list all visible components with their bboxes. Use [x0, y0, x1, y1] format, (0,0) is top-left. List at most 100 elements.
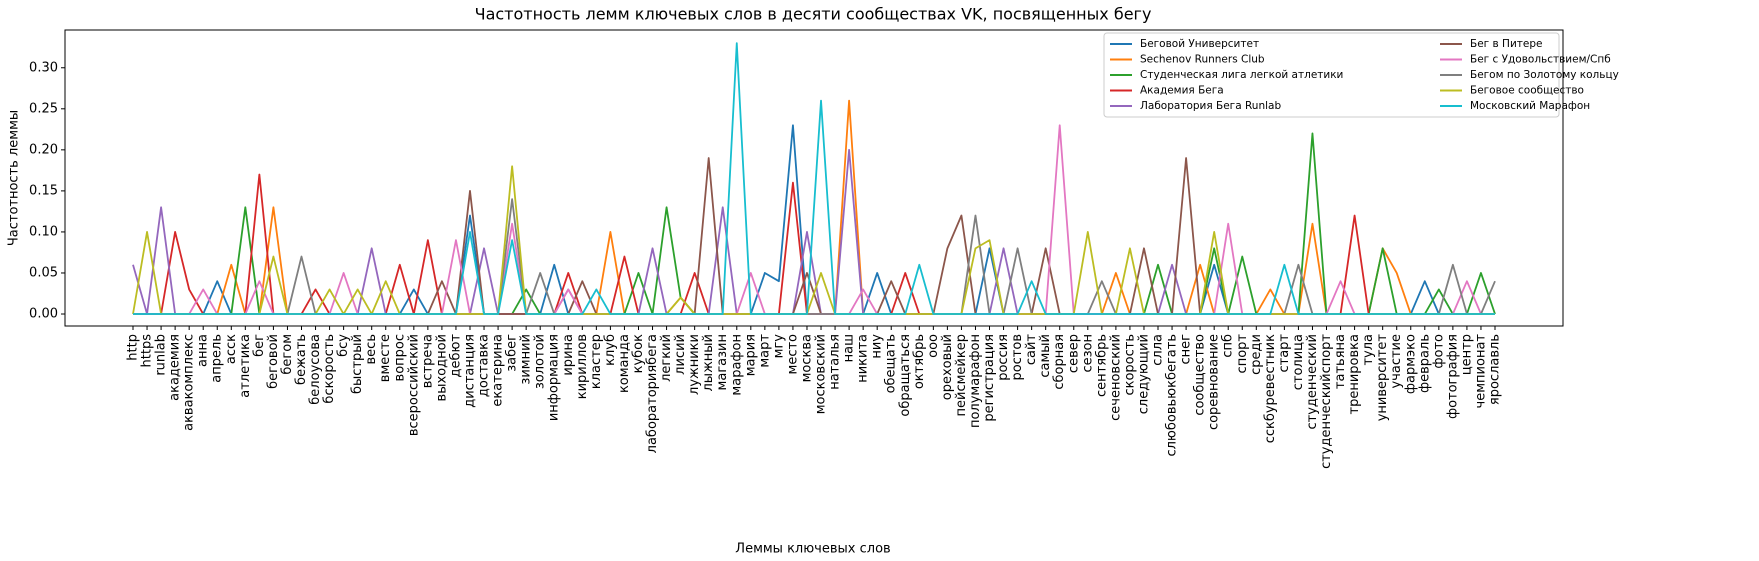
x-tick-label: слюбовьюкбегать — [1165, 334, 1180, 457]
x-tick-label: бежать — [294, 334, 309, 385]
x-tick-label: наталья — [828, 334, 843, 390]
x-tick-label: забег — [505, 334, 520, 372]
x-tick-label: команда — [617, 334, 632, 393]
x-tick-label: дебют — [448, 334, 463, 378]
y-tick-label: 0.30 — [29, 60, 58, 75]
y-tick-label: 0.25 — [29, 101, 58, 116]
x-tick-label: чемпионат — [1473, 334, 1488, 409]
x-tick-label: пейсмейкер — [954, 334, 969, 416]
x-tick-label: асск — [224, 334, 239, 364]
legend-label: Беговой Университет — [1140, 38, 1259, 50]
x-tick-label: доставка — [477, 334, 492, 397]
x-tick-label: дистанция — [462, 334, 477, 408]
x-tick-label: бегом — [280, 334, 295, 375]
x-tick-label: академия — [168, 334, 183, 401]
legend-label: Sechenov Runners Club — [1140, 54, 1265, 66]
x-tick-label: лыжный — [701, 334, 716, 392]
x-tick-label: никита — [856, 334, 871, 383]
x-tick-label: https — [140, 334, 155, 368]
x-tick-label: россия — [996, 334, 1011, 381]
y-tick-label: 0.10 — [29, 224, 58, 239]
x-tick-label: вместе — [378, 334, 393, 382]
x-tick-label: встреча — [420, 334, 435, 388]
x-tick-label: всероссийский — [406, 334, 421, 436]
y-axis-label: Частотность леммы — [7, 110, 22, 246]
x-tick-label: участие — [1389, 334, 1404, 389]
x-tick-label: спб — [1221, 334, 1236, 358]
plot-frame — [64, 29, 1564, 327]
x-tick-label: сборная — [1052, 334, 1067, 390]
x-tick-label: аквакомплекс — [182, 334, 197, 431]
x-tick-label: беговой — [266, 334, 281, 389]
x-tick-label: место — [785, 334, 800, 375]
x-tick-label: среди — [1249, 334, 1264, 375]
x-tick-label: кириллов — [575, 334, 590, 399]
x-tick-label: екатерина — [491, 334, 506, 407]
x-tick-label: марафон — [729, 334, 744, 396]
x-tick-label: сеченовский — [1108, 334, 1123, 421]
x-tick-label: сентябрь — [1094, 334, 1109, 397]
legend-box — [1103, 32, 1560, 118]
legend-label: Бег с Удовольствием/Спб — [1470, 54, 1611, 66]
x-tick-label: регистрация — [982, 334, 997, 422]
x-tick-label: фото — [1431, 334, 1446, 369]
x-tick-label: полумарафон — [968, 334, 983, 428]
x-tick-label: выходной — [434, 334, 449, 401]
x-tick-label: обещать — [884, 334, 899, 393]
x-tick-label: апрель — [210, 334, 225, 383]
x-tick-label: наш — [842, 334, 857, 362]
x-tick-label: ярославль — [1488, 334, 1503, 405]
x-tick-label: север — [1066, 334, 1081, 373]
x-tick-label: центр — [1459, 334, 1474, 375]
x-tick-label: обращаться — [898, 334, 913, 417]
x-tick-label: февраль — [1417, 334, 1432, 393]
x-tick-label: лужники — [687, 334, 702, 395]
x-tick-label: студенческий — [1305, 334, 1320, 429]
x-tick-label: белоусова — [308, 334, 323, 405]
x-tick-label: магазин — [715, 334, 730, 390]
x-tick-label: ореховый — [940, 334, 955, 400]
x-tick-label: атлетика — [238, 334, 253, 398]
x-tick-label: март — [757, 334, 772, 368]
x-tick-label: весь — [364, 334, 379, 364]
x-tick-label: кластер — [589, 334, 604, 389]
legend-label: Лаборатория Бега Runlab — [1140, 100, 1281, 112]
x-tick-label: анна — [196, 334, 211, 367]
legend-label: Московский Марафон — [1470, 100, 1590, 112]
legend-label: Беговое сообщество — [1470, 85, 1584, 97]
x-tick-label: бег — [252, 334, 267, 357]
x-tick-label: сообщество — [1193, 334, 1208, 416]
x-tick-label: клуб — [603, 334, 618, 366]
x-tick-label: сскбуревестник — [1263, 334, 1278, 443]
x-tick-label: мария — [743, 334, 758, 376]
x-tick-label: фотография — [1445, 334, 1460, 419]
y-tick-label: 0.05 — [29, 265, 58, 280]
x-tick-label: бсу — [336, 334, 351, 357]
y-tick-label: 0.20 — [29, 142, 58, 157]
x-tick-label: соревнование — [1207, 334, 1222, 430]
x-tick-label: самый — [1038, 334, 1053, 378]
x-tick-label: фармэко — [1403, 334, 1418, 394]
x-tick-label: ооо — [926, 334, 941, 358]
x-tick-label: москва — [799, 334, 814, 382]
x-tick-label: старт — [1277, 334, 1292, 373]
x-tick-label: сайт — [1024, 334, 1039, 366]
x-tick-label: зимний — [519, 334, 534, 385]
x-tick-label: лисий — [673, 334, 688, 375]
x-tick-label: мгу — [771, 334, 786, 359]
x-tick-label: runlab — [154, 334, 169, 376]
x-tick-label: быстрый — [350, 334, 365, 394]
x-tick-label: вопрос — [392, 334, 407, 381]
x-tick-label: московский — [814, 334, 829, 414]
x-tick-label: снег — [1179, 334, 1194, 365]
series-line — [133, 42, 1495, 315]
x-tick-label: лабораториябега — [645, 334, 660, 453]
y-tick-label: 0.15 — [29, 183, 58, 198]
x-tick-label: столица — [1291, 334, 1306, 390]
x-tick-label: университет — [1375, 334, 1390, 422]
x-tick-label: бскорость — [322, 334, 337, 404]
x-tick-label: легкий — [659, 334, 674, 382]
x-tick-label: http — [126, 334, 141, 361]
x-axis-label: Леммы ключевых слов — [735, 542, 890, 557]
legend-label: Академия Бега — [1140, 85, 1224, 97]
